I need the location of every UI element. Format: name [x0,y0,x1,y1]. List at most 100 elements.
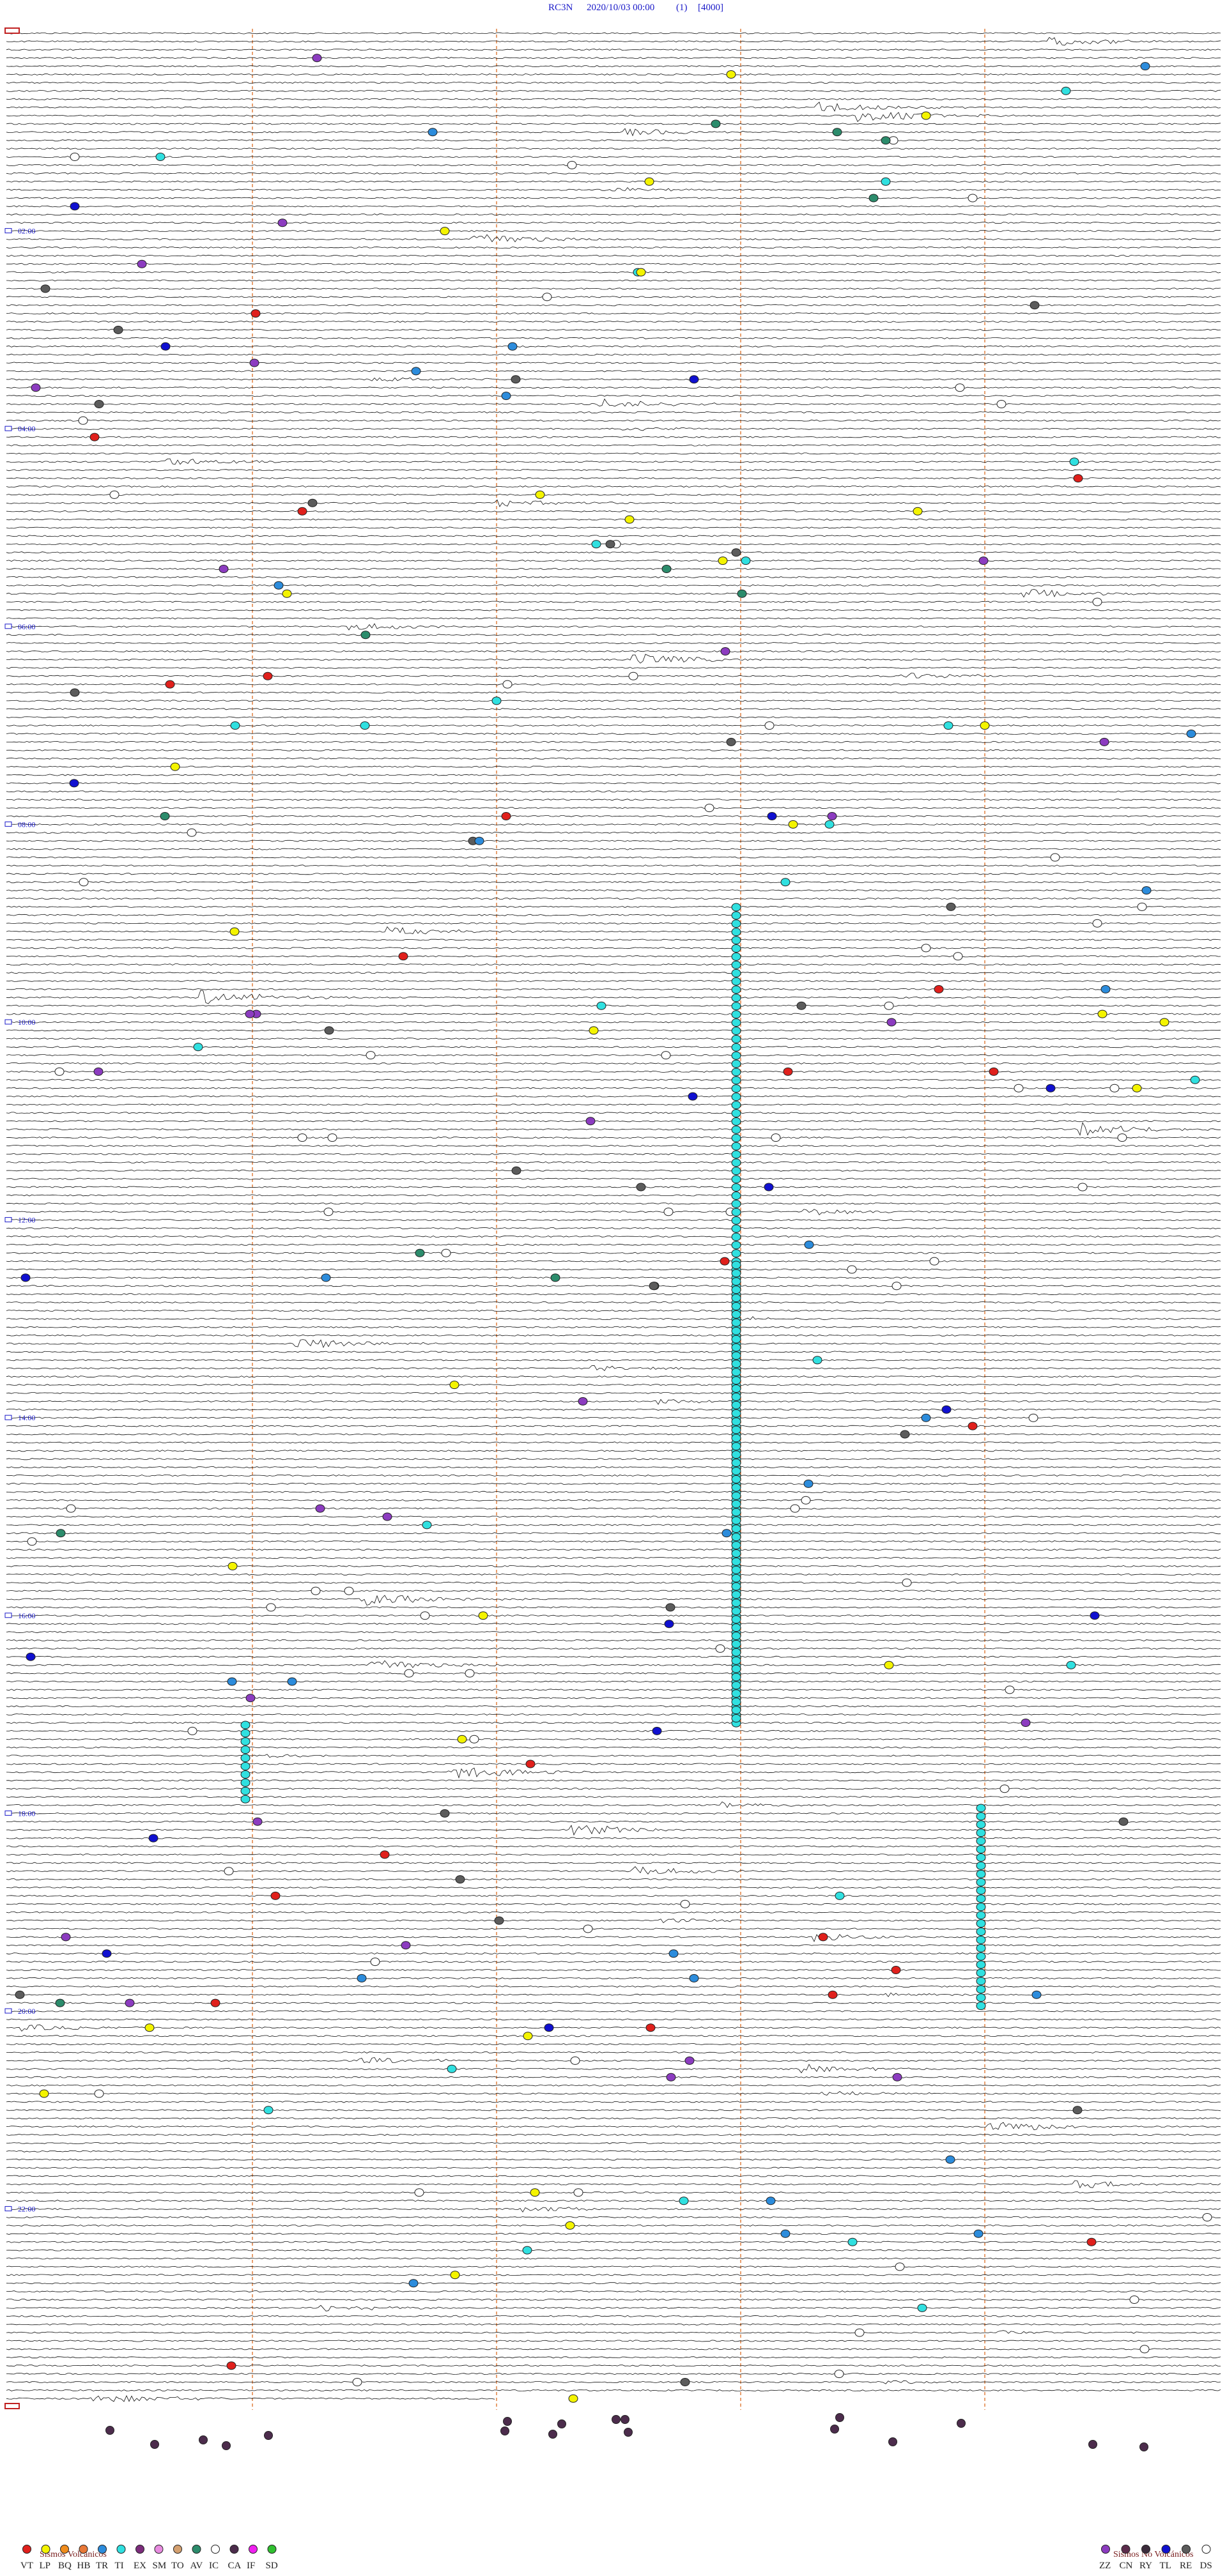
event-marker [884,1660,894,1669]
event-marker [624,515,635,524]
channel: (1) [676,3,688,13]
event-marker [731,1224,741,1233]
event-marker [976,1820,986,1829]
event-marker [921,1413,931,1422]
trace [6,1169,1221,1172]
hour-box [4,2008,12,2014]
trace [6,905,1221,908]
event-marker [900,1430,910,1439]
event-marker [1202,2213,1212,2221]
event-marker [731,1059,741,1068]
trace [6,2010,1221,2012]
event-marker [780,2229,791,2238]
trace [6,634,1221,636]
event-marker [312,54,322,63]
trace [6,1029,1221,1032]
event-marker [976,2002,986,2011]
event-marker [973,2229,984,2238]
trace [6,477,1221,480]
event-marker [731,1557,741,1566]
event-marker [1140,62,1150,71]
event-marker [921,944,931,953]
event-marker [408,2279,419,2288]
legend-swatch [79,2545,88,2554]
event-marker [720,1257,730,1266]
trace [6,139,1221,142]
event-marker [731,944,741,953]
event-marker [420,1611,430,1620]
trace [6,1660,1221,1668]
event-marker [978,556,989,565]
trace [6,947,1221,949]
event-marker [731,1664,741,1673]
event-marker [881,136,891,145]
event-marker [344,1586,354,1595]
trace [6,2323,1221,2326]
hour-label: 04:00 [18,424,35,433]
trace [6,873,1221,875]
trace [6,1087,1221,1089]
legend-label: ZZ [1099,2561,1111,2571]
event-marker [731,1294,741,1303]
trace [6,1845,1221,1848]
trace [6,1194,1221,1197]
event-marker [380,1850,390,1859]
event-marker [652,1726,662,1735]
event-marker [847,1265,857,1274]
event-marker [892,2073,902,2082]
event-marker [144,2023,155,2032]
event-marker [737,589,747,598]
hour-box [4,1414,12,1420]
event-marker [976,1960,986,1969]
trace [6,2180,1221,2189]
event-marker [628,671,638,680]
trace [6,2142,1221,2144]
trace [6,2051,1221,2054]
trace [6,2057,1221,2064]
trace [6,576,1221,578]
event-marker [1100,985,1111,993]
trace [6,774,1221,776]
event-marker [78,416,88,425]
event-marker [1109,1084,1120,1092]
legend-label: SM [153,2561,167,2571]
legend-label: LP [40,2561,51,2571]
event-marker [731,1034,741,1043]
trace [6,1705,1221,1708]
trace [6,1507,1221,1510]
event-marker [661,565,672,573]
event-marker [980,721,990,730]
event-marker [542,293,552,302]
event-marker [726,737,736,746]
legend-label: HB [77,2561,91,2571]
event-marker [731,1417,741,1426]
event-marker [1159,1018,1169,1027]
trace [6,2109,1221,2112]
event-marker [976,1828,986,1837]
legend-swatch [1161,2545,1171,2554]
trace [6,1004,1221,1007]
trace [6,2090,1221,2096]
event-marker [731,1216,741,1225]
event-marker [731,1400,741,1409]
event-marker [731,1051,741,1060]
legend-label: SD [266,2561,278,2571]
trace [6,1209,1221,1216]
event-marker [731,1706,741,1715]
event-marker [976,1869,986,1878]
event-marker [731,911,741,920]
event-marker [264,2431,273,2440]
event-marker [957,2419,966,2428]
event-marker [881,177,891,186]
event-marker [224,1867,234,1876]
event-marker [731,985,741,994]
trace [6,1103,1221,1106]
event-marker [731,936,741,945]
event-marker [731,1524,741,1533]
event-marker [1014,1084,1024,1092]
event-marker [1092,919,1102,928]
trace [6,222,1221,224]
trace [6,1268,1221,1271]
trace [6,2018,1221,2021]
